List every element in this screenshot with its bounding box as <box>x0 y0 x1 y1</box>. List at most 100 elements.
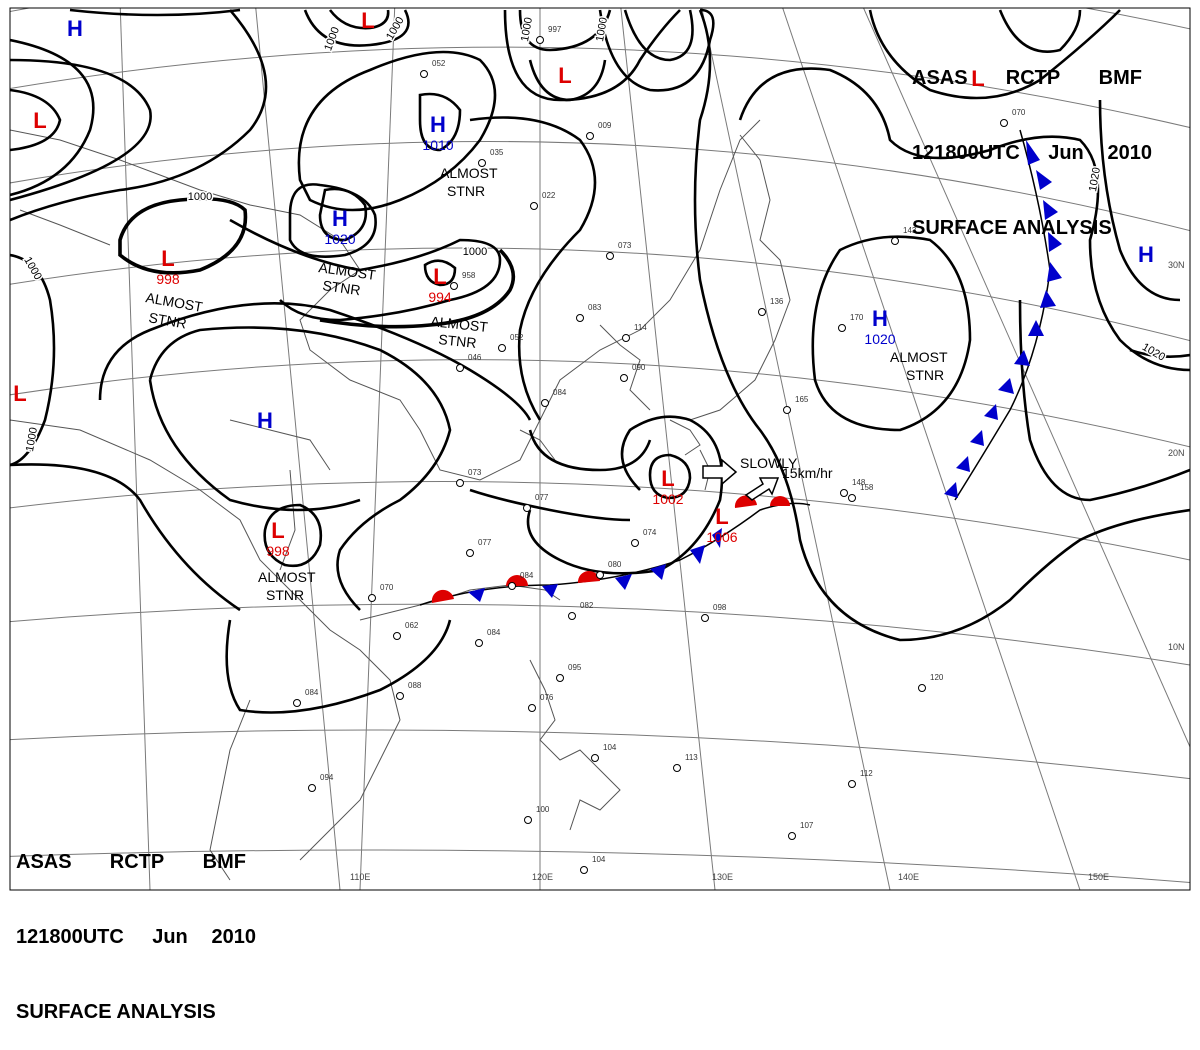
station-circle <box>536 36 544 44</box>
header-bottom-time: 121800UTC <box>16 926 124 948</box>
station-pressure: 083 <box>588 303 602 312</box>
low-symbol: L <box>271 518 284 543</box>
isobar-value-label: 1000 <box>188 191 212 203</box>
low-symbol: L <box>661 466 674 491</box>
station-pressure: 052 <box>432 59 446 68</box>
station-pressure: 084 <box>305 688 319 697</box>
station-pressure: 084 <box>520 571 534 580</box>
station-pressure: 158 <box>860 483 874 492</box>
station-plot: 082 <box>568 601 594 620</box>
station-plot: 084 <box>293 688 319 707</box>
station-pressure: 958 <box>462 271 476 280</box>
high-symbol: H <box>430 112 446 137</box>
low-symbol: L <box>13 381 26 406</box>
isobar-value-label: 1000 <box>519 16 535 42</box>
station-circle <box>528 704 536 712</box>
low-pressure-center: L <box>13 381 26 406</box>
station-circle <box>498 344 506 352</box>
station-plot: 052 <box>498 333 524 352</box>
station-pressure: 095 <box>568 663 582 672</box>
isobars <box>10 8 1190 714</box>
station-plot: 083 <box>576 303 602 322</box>
low-pressure-center: L <box>558 63 571 88</box>
station-plot: 009 <box>586 121 612 140</box>
station-plot: 158 <box>848 483 874 502</box>
almost-stnr-2-line2: STNR <box>322 277 362 298</box>
slowly-label: SLOWLY <box>740 455 798 471</box>
station-pressure: 113 <box>685 753 698 762</box>
station-circle <box>620 374 628 382</box>
station-pressure: 073 <box>468 468 482 477</box>
center-pressure-value: 1010 <box>422 137 453 153</box>
station-pressure: 114 <box>634 323 647 332</box>
longitude-label: 120E <box>532 872 553 882</box>
header-top-title: SURFACE ANALYSIS <box>912 217 1112 239</box>
longitude-label: 140E <box>898 872 919 882</box>
latitude-label: 30N <box>1168 260 1185 270</box>
station-circle <box>606 252 614 260</box>
header-top-code2: RCTP <box>1005 67 1061 89</box>
center-pressure-value: 1020 <box>324 231 355 247</box>
low-pressure-center: L <box>33 108 46 133</box>
station-plot: 084 <box>541 388 567 407</box>
isobar-value-label: 1000 <box>24 426 40 452</box>
station-plot: 104 <box>591 743 617 762</box>
header-top-code3: BMF <box>1098 67 1142 89</box>
station-plot: 022 <box>530 191 556 210</box>
station-circle <box>591 754 599 762</box>
station-plot: 094 <box>308 773 334 792</box>
low-symbol: L <box>715 504 728 529</box>
station-plot: 098 <box>701 603 727 622</box>
station-pressure: 098 <box>713 603 727 612</box>
station-circle <box>586 132 594 140</box>
station-plot: 095 <box>556 663 582 682</box>
station-pressure: 080 <box>608 560 622 569</box>
almost-stnr-5-line1: ALMOST <box>258 569 316 585</box>
station-circle <box>848 780 856 788</box>
station-circle <box>420 70 428 78</box>
station-circle <box>576 314 584 322</box>
station-plot: 114 <box>622 323 647 342</box>
header-top-year: 2010 <box>1107 142 1153 164</box>
longitude-label: 150E <box>1088 872 1109 882</box>
low-symbol: L <box>558 63 571 88</box>
longitude-label: 110E <box>350 872 370 882</box>
station-plot: 136 <box>758 297 784 316</box>
high-symbol: H <box>872 306 888 331</box>
station-circle <box>466 549 474 557</box>
station-circle <box>840 489 848 497</box>
station-pressure: 148 <box>852 478 866 487</box>
station-plot: 077 <box>466 538 492 557</box>
high-pressure-center: H <box>257 408 273 433</box>
station-plot: 070 <box>368 583 394 602</box>
header-bottom-code2: RCTP <box>109 851 165 873</box>
low-symbol: L <box>433 264 446 289</box>
station-pressure: 120 <box>930 673 944 682</box>
station-plot: 076 <box>528 693 554 712</box>
station-pressure: 104 <box>592 855 606 864</box>
station-plot: 100 <box>524 805 550 824</box>
high-symbol: H <box>257 408 273 433</box>
station-plot: 113 <box>673 753 698 772</box>
station-pressure: 046 <box>468 353 482 362</box>
center-pressure-value: 998 <box>266 543 290 559</box>
station-circle <box>758 308 766 316</box>
header-top-code1: ASAS <box>912 67 968 89</box>
station-circle <box>622 334 630 342</box>
high-pressure-center: H <box>67 16 83 41</box>
station-plot: 052 <box>420 59 446 78</box>
station-plot: 077 <box>523 493 549 512</box>
station-pressure: 009 <box>598 121 612 130</box>
station-circle <box>848 494 856 502</box>
station-pressure: 170 <box>850 313 864 322</box>
low-pressure-center: L <box>971 66 984 91</box>
high-symbol: H <box>1138 242 1154 267</box>
station-pressure: 062 <box>405 621 419 630</box>
header-bottom-year: 2010 <box>211 926 257 948</box>
station-circle <box>891 237 899 245</box>
almost-stnr-2-line1: ALMOST <box>318 259 378 283</box>
high-symbol: H <box>332 206 348 231</box>
station-circle <box>293 699 301 707</box>
station-pressure: 070 <box>1012 108 1026 117</box>
grid-labels: 110E 120E 130E 140E 150E 30N 20N 10N <box>350 260 1185 882</box>
